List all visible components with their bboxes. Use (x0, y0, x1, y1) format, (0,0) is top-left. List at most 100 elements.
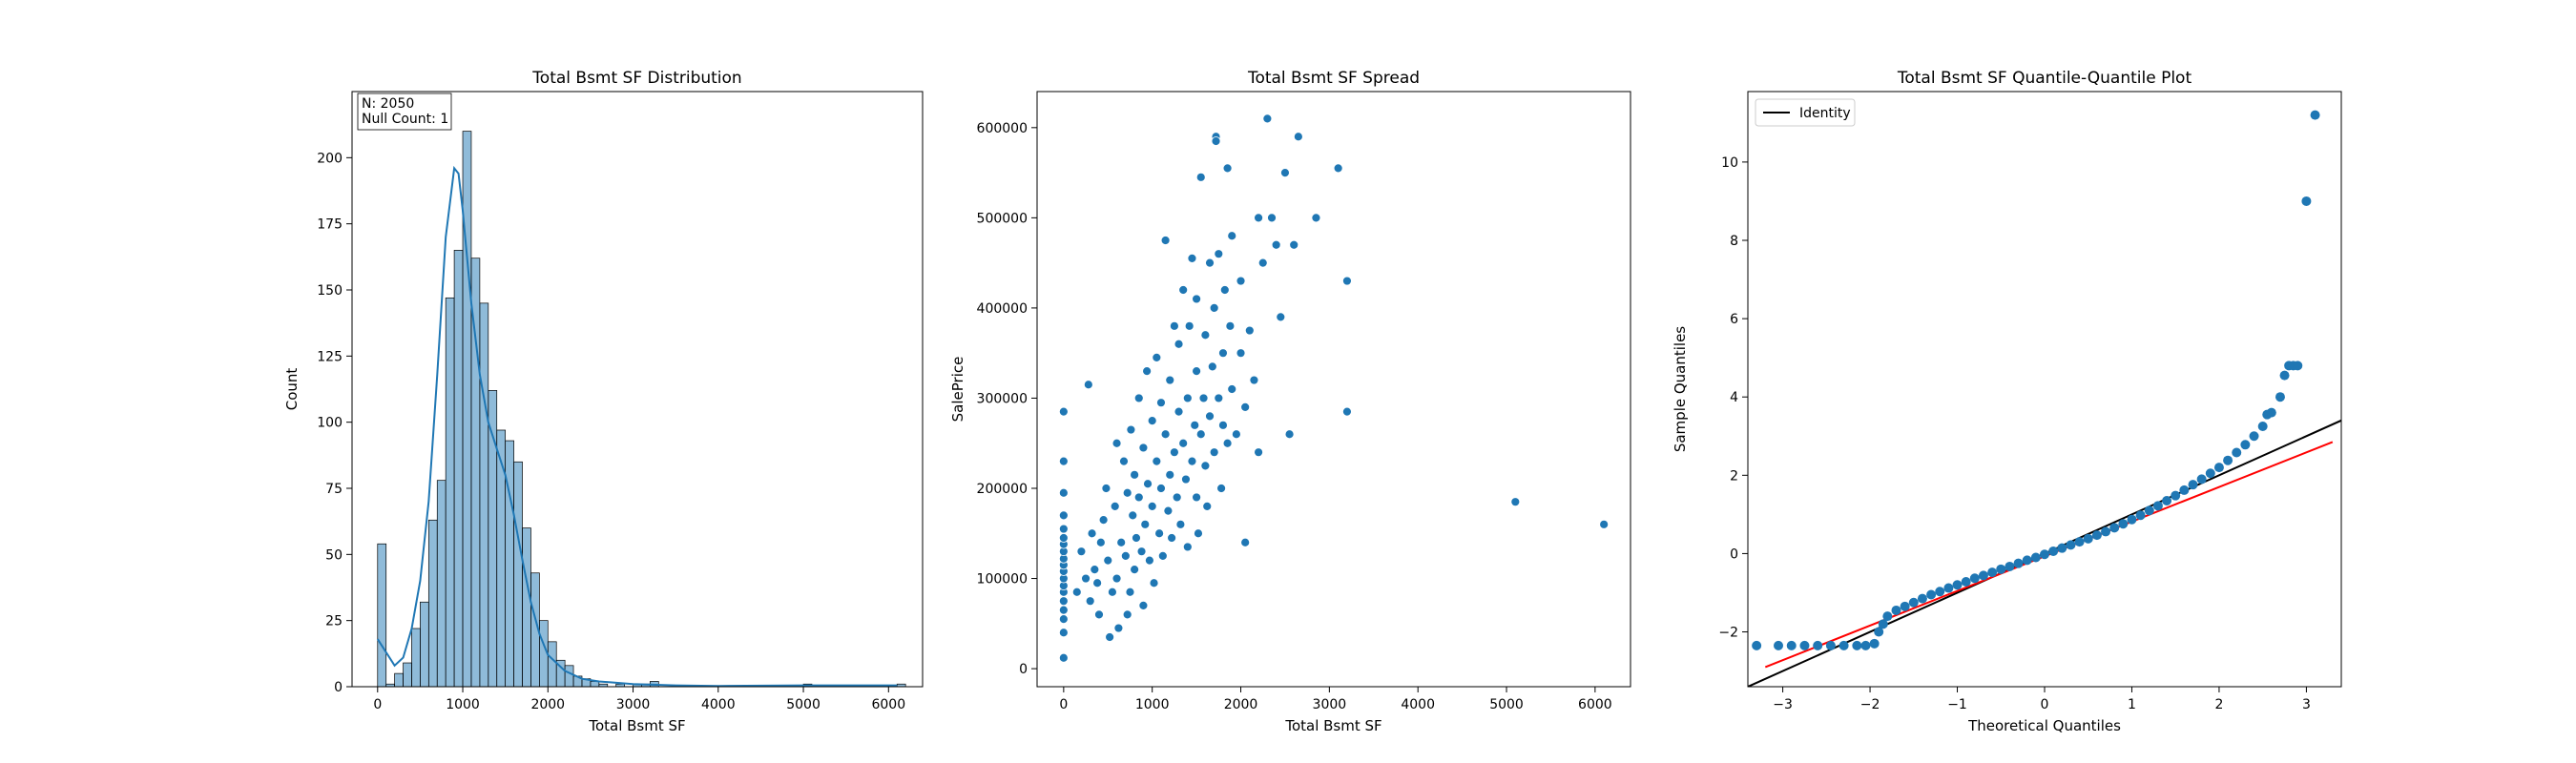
histogram-bar (377, 543, 387, 687)
data-point (1058, 628, 1069, 638)
data-point (2040, 549, 2049, 560)
y-tick-label: 300000 (977, 391, 1028, 406)
histogram-bar (420, 601, 429, 687)
histogram-bar (479, 302, 489, 687)
data-point (1205, 258, 1215, 268)
data-point (1187, 254, 1197, 263)
histogram-bar (445, 297, 455, 687)
data-point (2249, 431, 2259, 442)
data-point (1087, 528, 1097, 539)
data-point (1167, 533, 1177, 543)
histogram-bar (513, 461, 523, 687)
y-tick-label: 150 (317, 283, 343, 299)
data-point (1147, 416, 1157, 425)
data-point (1122, 609, 1132, 620)
data-point (1257, 258, 1268, 268)
x-axis-label: Total Bsmt SF (588, 717, 685, 734)
chart-title: Total Bsmt SF Distribution (531, 69, 741, 88)
data-point (1142, 366, 1153, 376)
chart-title: Total Bsmt SF Spread (1247, 69, 1420, 88)
data-point (2109, 523, 2120, 533)
annotation-line: N: 2050 (362, 96, 414, 112)
data-point (1293, 132, 1303, 142)
data-point (2057, 543, 2067, 553)
data-point (2171, 490, 2181, 501)
data-point (2022, 555, 2032, 566)
legend-label: Identity (1799, 106, 1851, 121)
data-point (1227, 384, 1237, 394)
y-tick-label: −2 (1718, 626, 1738, 641)
data-point (1267, 213, 1277, 223)
data-point (2240, 440, 2251, 450)
histogram-bar (470, 258, 481, 687)
data-point (1156, 398, 1166, 408)
data-point (1160, 236, 1171, 245)
data-point (1108, 587, 1117, 597)
plot-area (1058, 113, 1610, 663)
y-tick-label: 25 (325, 614, 343, 629)
data-point (1058, 524, 1069, 534)
data-point (2005, 561, 2015, 571)
data-point (2196, 474, 2207, 485)
data-point (1198, 393, 1209, 403)
data-point (1236, 348, 1246, 359)
histogram-bar (598, 683, 609, 687)
data-point (1103, 555, 1113, 566)
data-point (2101, 526, 2111, 537)
data-point (2127, 514, 2137, 525)
data-point (1240, 537, 1251, 547)
data-point (1195, 429, 1206, 440)
data-point (1116, 537, 1127, 547)
data-point (1125, 587, 1135, 597)
data-point (1098, 515, 1109, 525)
data-point (1133, 393, 1144, 403)
data-point (2074, 537, 2085, 547)
data-point (1090, 565, 1100, 574)
histogram-bar (615, 683, 625, 687)
data-point (2293, 361, 2303, 371)
data-point (1207, 361, 1217, 372)
data-point (1218, 348, 1228, 359)
data-point (1961, 576, 1971, 587)
data-point (1130, 469, 1140, 480)
data-point (1222, 438, 1233, 448)
data-point (1231, 429, 1241, 440)
data-point (1126, 424, 1136, 435)
x-tick-label: 2 (2214, 697, 2223, 712)
data-point (1271, 239, 1281, 250)
data-point (1218, 420, 1228, 430)
data-point (1113, 623, 1124, 633)
y-tick-label: 100 (317, 416, 343, 431)
data-point (1209, 303, 1219, 313)
data-point (1214, 249, 1224, 259)
data-point (1105, 632, 1115, 642)
x-tick-label: 5000 (786, 697, 821, 712)
data-point (1195, 172, 1206, 182)
data-point (1978, 570, 1988, 581)
x-tick-label: −2 (1860, 697, 1880, 712)
x-tick-label: 0 (2041, 697, 2049, 712)
chart-panel-3: −3 −2 −1 0 1 2 3 −2 0 2 4 6 8 10 Total Bsmt SF Quantil… (1672, 69, 2342, 734)
x-tick-label: 0 (373, 697, 382, 712)
data-point (1860, 640, 1871, 650)
data-point (1900, 601, 1910, 611)
data-point (1852, 640, 1862, 650)
data-point (1200, 330, 1211, 340)
data-point (2275, 392, 2285, 402)
histogram-bar (896, 683, 906, 687)
chart-panel-2: 0 1000 2000 3000 4000 5000 6000 0 100000 200000 30… (949, 69, 1631, 734)
data-point (1152, 456, 1162, 466)
data-point (1227, 231, 1237, 241)
data-point (1240, 402, 1251, 412)
data-point (1178, 438, 1189, 448)
data-point (2179, 485, 2190, 495)
data-point (1192, 294, 1202, 304)
data-point (1132, 533, 1141, 543)
x-tick-label: 3 (2302, 697, 2311, 712)
y-tick-label: 125 (317, 349, 343, 364)
data-point (1092, 578, 1103, 588)
histogram-bar (522, 527, 531, 687)
histogram-bar (403, 662, 412, 687)
data-point (1156, 484, 1166, 493)
data-point (1133, 492, 1144, 503)
